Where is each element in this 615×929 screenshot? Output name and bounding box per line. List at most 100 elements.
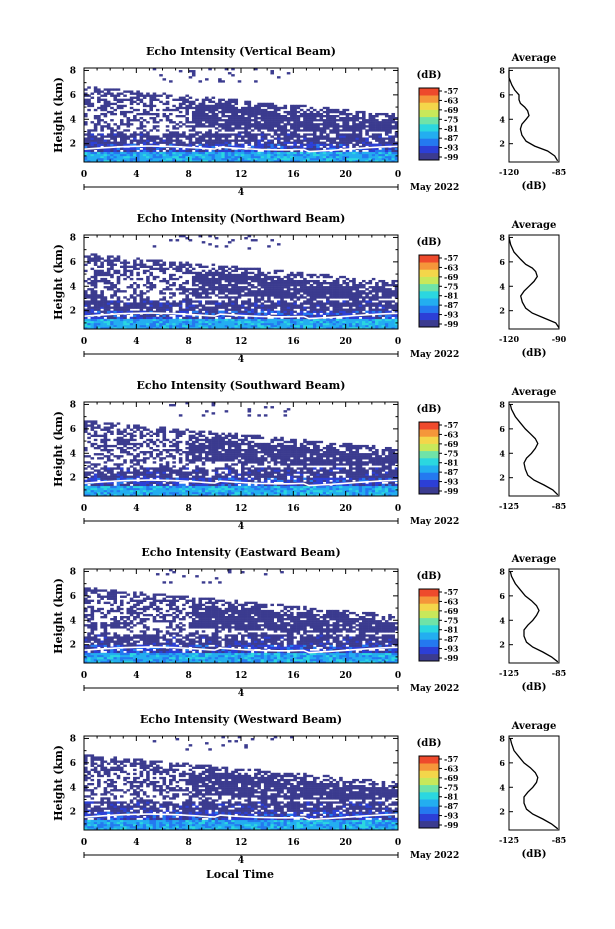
- heatmap-cell: [339, 119, 343, 122]
- heatmap-cell: [198, 153, 203, 157]
- heatmap-cell: [312, 151, 317, 155]
- heatmap-cell: [126, 269, 131, 273]
- heatmap-cell: [116, 94, 121, 97]
- heatmap-cell: [113, 147, 118, 151]
- heatmap-cell: [335, 310, 340, 313]
- heatmap-cell: [119, 473, 124, 476]
- heatmap-cell: [241, 326, 245, 330]
- heatmap-cell: [87, 493, 91, 497]
- heatmap-cell: [293, 125, 297, 128]
- heatmap-cell: [188, 239, 193, 242]
- heatmap-cell: [267, 106, 271, 110]
- heatmap-cell: [185, 117, 189, 120]
- heatmap-cell: [155, 141, 160, 144]
- heatmap-cell: [260, 324, 265, 328]
- colorbar-band: [419, 131, 439, 139]
- heatmap-cell: [198, 137, 203, 140]
- heatmap-cell: [188, 322, 193, 326]
- heatmap-cell: [345, 135, 350, 138]
- heatmap-cell: [185, 271, 189, 275]
- heatmap-cell: [358, 110, 363, 114]
- heatmap-cell: [231, 320, 235, 324]
- average-profile-line: [508, 237, 560, 329]
- heatmap-cell: [391, 121, 396, 124]
- heatmap-cell: [129, 151, 134, 155]
- heatmap-cell: [378, 137, 382, 140]
- heatmap-cell: [355, 143, 360, 146]
- heatmap-cell: [270, 72, 275, 75]
- heatmap-cell: [123, 112, 127, 116]
- heatmap-cell: [149, 310, 153, 313]
- heatmap-cell: [384, 326, 389, 330]
- heatmap-cell: [267, 277, 271, 281]
- heatmap-cell: [227, 273, 232, 277]
- heatmap-cell: [237, 159, 242, 163]
- heatmap-cell: [146, 282, 150, 285]
- heatmap-cell: [139, 320, 144, 324]
- heatmap-cell: [273, 326, 278, 330]
- heatmap-cell: [129, 461, 134, 464]
- heatmap-cell: [133, 444, 137, 448]
- heatmap-cell: [348, 135, 353, 138]
- heatmap-cell: [368, 318, 373, 322]
- heatmap-cell: [139, 290, 144, 293]
- heatmap-cell: [172, 263, 176, 266]
- heatmap-cell: [312, 147, 317, 151]
- heatmap-cell: [221, 304, 225, 307]
- heatmap-cell: [352, 304, 356, 307]
- heatmap-cell: [103, 310, 108, 313]
- heatmap-cell: [326, 110, 330, 114]
- heatmap-cell: [214, 133, 219, 136]
- heatmap-cell: [322, 324, 327, 328]
- heatmap-cell: [286, 306, 291, 309]
- heatmap-cell: [247, 157, 252, 161]
- heatmap-cell: [247, 322, 252, 326]
- heatmap-cell: [97, 106, 101, 110]
- average-frame: [508, 67, 560, 163]
- heatmap-cell: [87, 473, 91, 476]
- heatmap-cell: [267, 271, 271, 275]
- heatmap-cell: [273, 133, 278, 136]
- heatmap-cell: [211, 322, 216, 326]
- heatmap-cell: [139, 125, 144, 128]
- heatmap-cell: [103, 493, 108, 497]
- colorbar-unit: (dB): [417, 237, 442, 248]
- heatmap-cell: [136, 119, 140, 122]
- heatmap-cell: [142, 129, 147, 132]
- heatmap-cell: [103, 324, 108, 328]
- heatmap-cell: [358, 292, 363, 295]
- heatmap-cell: [296, 296, 301, 299]
- heatmap-cell: [257, 284, 261, 287]
- heatmap-cell: [303, 302, 307, 305]
- heatmap-cell: [119, 438, 124, 442]
- heatmap-cell: [244, 117, 248, 120]
- heatmap-cell: [90, 322, 95, 326]
- heatmap-cell: [218, 275, 222, 279]
- heatmap-cell: [391, 279, 396, 283]
- heatmap-cell: [260, 159, 265, 163]
- heatmap-cell: [218, 106, 222, 110]
- heatmap-cell: [178, 267, 183, 271]
- heatmap-cell: [280, 326, 284, 330]
- heatmap-cell: [224, 139, 229, 142]
- heatmap-cell: [172, 143, 176, 146]
- heatmap-cell: [175, 159, 180, 163]
- heatmap-cell: [329, 302, 333, 305]
- heatmap-cell: [345, 149, 350, 153]
- heatmap-cell: [169, 151, 173, 155]
- heatmap-cell: [201, 145, 206, 148]
- heatmap-cell: [365, 282, 369, 285]
- heatmap-cell: [185, 100, 189, 104]
- heatmap-cell: [211, 318, 216, 322]
- heatmap-cell: [133, 300, 137, 303]
- heatmap-cell: [123, 428, 127, 431]
- heatmap-cell: [218, 304, 222, 307]
- heatmap-cell: [329, 286, 333, 289]
- heatmap-cell: [270, 143, 275, 146]
- heatmap-cell: [241, 121, 245, 124]
- heatmap-cell: [97, 271, 101, 275]
- heatmap-cell: [178, 135, 183, 138]
- heatmap-cell: [175, 324, 180, 328]
- heatmap-cell: [368, 112, 373, 116]
- heatmap-cell: [142, 153, 147, 157]
